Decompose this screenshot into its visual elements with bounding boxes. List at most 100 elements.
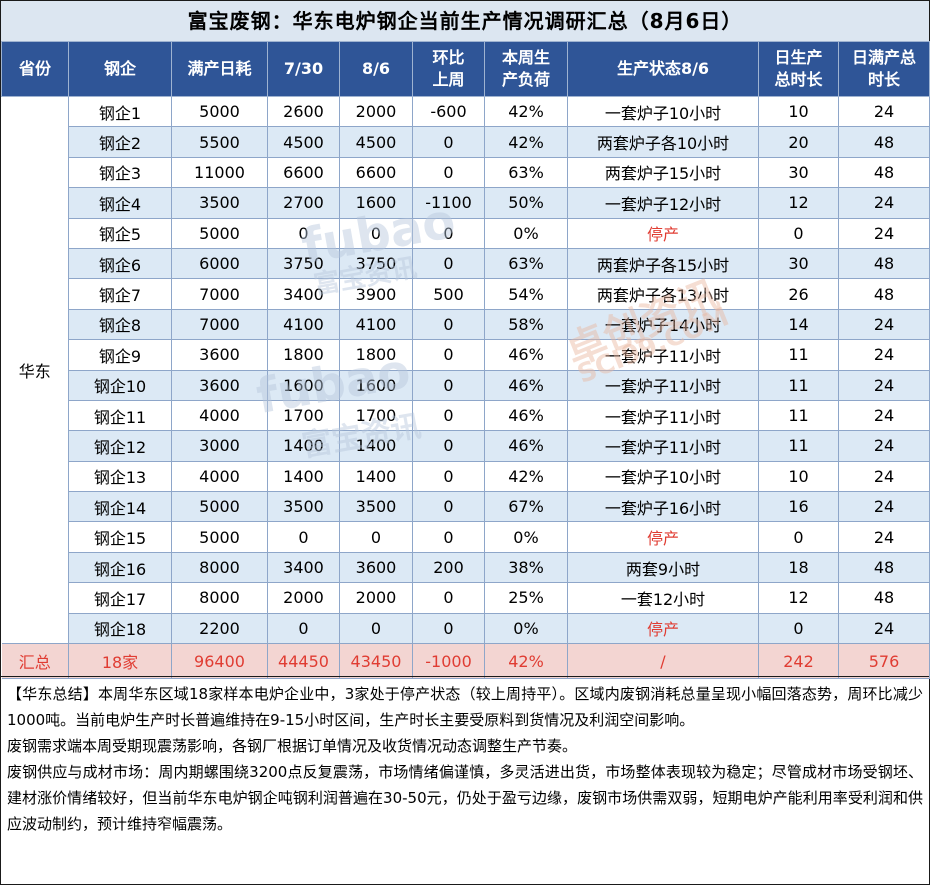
cell-status: 一套炉子11小时	[567, 399, 759, 432]
cell-d730: 3400	[267, 278, 340, 310]
cell-wow: 0	[412, 247, 485, 280]
cell-d86: 3750	[339, 247, 413, 280]
cell-wow: 200	[412, 551, 485, 584]
cell-wow: 0	[412, 399, 485, 432]
cell-full-hours: 48	[838, 247, 930, 280]
cell-hours: 10	[758, 95, 839, 128]
cell-hours: 26	[758, 278, 839, 310]
cell-load: 50%	[484, 187, 568, 219]
cell-load: 42%	[484, 460, 568, 493]
cell-d86: 0	[339, 612, 413, 645]
production-table: 省份 钢企 满产日耗 7/30 8/6 环比 上周 本周生 产负荷 生产状态8/…	[1, 41, 930, 680]
cell-hours: 12	[758, 582, 839, 614]
total-row: 汇总 18家 96400 44450 43450 -1000 42%/242 576	[1, 643, 930, 680]
table-row: 钢企9 3600 1800 1800 0 46% 一套炉子11小时 11 24	[2, 339, 930, 371]
cell-name: 钢企4	[68, 187, 172, 219]
cell-d730: 1800	[267, 339, 340, 371]
col-header: 7/30	[267, 41, 340, 97]
col-header: 钢企	[68, 41, 172, 97]
cell-name: 钢企7	[68, 278, 172, 310]
cell-full-hours: 48	[838, 278, 930, 310]
table-row: 钢企17 8000 2000 2000 0 25% 一套12小时 12 48	[2, 582, 930, 614]
cell-name: 钢企5	[68, 217, 172, 249]
cell-full-hours: 24	[838, 399, 930, 432]
table-row: 钢企4 3500 2700 1600 -1100 50% 一套炉子12小时 12 24	[2, 187, 930, 219]
cell-full-hours: 24	[838, 339, 930, 371]
cell-status: 一套炉子16小时	[567, 491, 759, 523]
cell-full: 5000	[171, 491, 268, 523]
cell-hours: 11	[758, 399, 839, 432]
cell-load: 25%	[484, 582, 568, 614]
cell-full: 5000	[171, 217, 268, 249]
col-header: 满产日耗	[171, 41, 268, 97]
table-row: 钢企18 2200 0 0 0 0% 停产 0 24	[2, 612, 930, 645]
cell-d730: 1400	[267, 460, 340, 493]
cell-d86: 2000	[339, 582, 413, 614]
cell-full: 5000	[171, 95, 268, 128]
cell-wow: 0	[412, 460, 485, 493]
cell-status: 停产	[567, 521, 759, 553]
cell-status: 一套炉子11小时	[567, 430, 759, 462]
cell-hours: 11	[758, 430, 839, 462]
col-header: 省份	[1, 41, 69, 97]
summary-paragraph: 【华东总结】本周华东区域18家样本电炉企业中，3家处于停产状态（较上周持平）。区…	[7, 685, 923, 729]
total-count: 18家	[68, 643, 172, 680]
cell-status: 一套炉子10小时	[567, 460, 759, 493]
cell-full-hours: 48	[838, 126, 930, 158]
table-row: 钢企2 5500 4500 4500 0 42% 两套炉子各10小时 20 48	[2, 126, 930, 158]
cell-full: 4000	[171, 399, 268, 432]
cell-hours: 10	[758, 460, 839, 493]
cell-status: 停产	[567, 217, 759, 249]
cell-load: 63%	[484, 247, 568, 280]
cell-d730: 2600	[267, 95, 340, 128]
cell-status: 两套炉子各10小时	[567, 126, 759, 158]
total-full: 96400	[171, 643, 268, 680]
cell-status: 一套炉子10小时	[567, 95, 759, 128]
cell-name: 钢企3	[68, 156, 172, 189]
cell-full: 2200	[171, 612, 268, 645]
cell-d730: 0	[267, 521, 340, 553]
cell-hours: 14	[758, 308, 839, 341]
cell-load: 0%	[484, 521, 568, 553]
cell-name: 钢企13	[68, 460, 172, 493]
cell-full: 3000	[171, 430, 268, 462]
header-row: 省份 钢企 满产日耗 7/30 8/6 环比 上周 本周生 产负荷 生产状态8/…	[1, 41, 930, 97]
cell-d86: 3900	[339, 278, 413, 310]
cell-name: 钢企1	[68, 95, 172, 128]
table-row: 钢企7 7000 3400 3900 500 54% 两套炉子各13小时 26 48	[2, 278, 930, 310]
cell-hours: 0	[758, 217, 839, 249]
total-hours: 242	[758, 643, 839, 680]
cell-d86: 3600	[339, 551, 413, 584]
cell-name: 钢企15	[68, 521, 172, 553]
cell-d86: 1800	[339, 339, 413, 371]
total-d730: 44450	[267, 643, 340, 680]
cell-d86: 3500	[339, 491, 413, 523]
cell-load: 0%	[484, 612, 568, 645]
cell-status: 一套炉子11小时	[567, 369, 759, 401]
cell-d86: 1600	[339, 369, 413, 401]
cell-d730: 3750	[267, 247, 340, 280]
total-d86: 43450	[339, 643, 413, 680]
cell-load: 46%	[484, 430, 568, 462]
cell-full: 11000	[171, 156, 268, 189]
cell-wow: 0	[412, 369, 485, 401]
cell-wow: 0	[412, 521, 485, 553]
table-row: 钢企5 5000 0 0 0 0% 停产 0 24	[2, 217, 930, 249]
cell-full-hours: 24	[838, 460, 930, 493]
cell-name: 钢企2	[68, 126, 172, 158]
cell-wow: 0	[412, 339, 485, 371]
cell-d730: 4100	[267, 308, 340, 341]
cell-status: 两套炉子各15小时	[567, 247, 759, 280]
cell-d730: 2700	[267, 187, 340, 219]
cell-full-hours: 24	[838, 491, 930, 523]
cell-full-hours: 24	[838, 95, 930, 128]
cell-full: 7000	[171, 278, 268, 310]
table-row: 钢企15 5000 0 0 0 0% 停产 0 24	[2, 521, 930, 553]
cell-status: 两套9小时	[567, 551, 759, 584]
cell-full: 5500	[171, 126, 268, 158]
cell-status: 两套炉子15小时	[567, 156, 759, 189]
cell-load: 46%	[484, 399, 568, 432]
cell-name: 钢企11	[68, 399, 172, 432]
cell-d730: 6600	[267, 156, 340, 189]
cell-full-hours: 24	[838, 430, 930, 462]
